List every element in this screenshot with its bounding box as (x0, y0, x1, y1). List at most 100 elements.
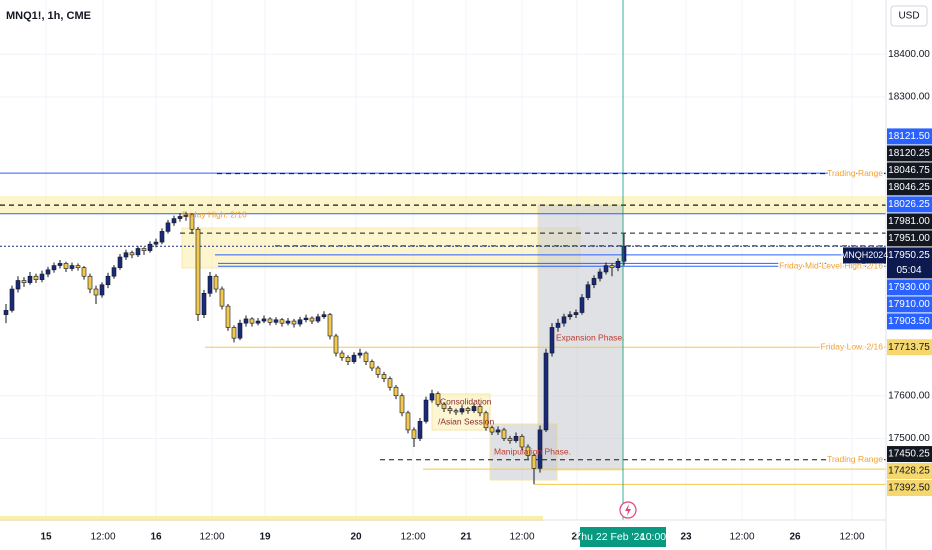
candle-body (135, 248, 141, 256)
candle-body (561, 316, 567, 324)
candles (3, 212, 627, 485)
candle-body (369, 361, 375, 369)
currency: USD (898, 11, 919, 22)
candle-body (603, 265, 609, 273)
candle-body (387, 378, 393, 388)
cursor-date: Thu 22 Feb '24 (575, 531, 645, 543)
candle-body (459, 408, 465, 413)
candle-body (153, 241, 159, 245)
candle-body (117, 256, 123, 268)
candle-body (543, 352, 549, 431)
candle-body (99, 284, 105, 296)
price-badge-label: 18026.25 (888, 199, 930, 210)
manipulation-zone (489, 423, 558, 481)
x-tick-label: 20 (350, 532, 362, 543)
candle-body (375, 367, 381, 375)
candle-body (15, 280, 21, 290)
candle-body (303, 317, 309, 321)
candle-body (27, 275, 33, 283)
x-tick-label: 12:00 (729, 532, 754, 543)
annotation: /Asian Session (438, 416, 494, 426)
candle-body (309, 317, 315, 322)
cursor-time: 10:00 (640, 531, 666, 543)
level-note: Trading Range (827, 454, 883, 464)
candle-body (267, 318, 273, 323)
candle-body (129, 252, 135, 256)
annotation: Consolidation (440, 396, 492, 406)
price-badge (887, 196, 932, 213)
candle-body (225, 305, 231, 328)
candle-body (531, 455, 537, 469)
price-badge-label: 18046.75 (888, 165, 930, 176)
annotations: Friday High. 2/16 Expansion Phase. Consoli… (182, 209, 625, 456)
price-badge (887, 296, 932, 313)
candle-body (411, 429, 417, 439)
candle-body (381, 374, 387, 379)
candle-body (87, 275, 93, 290)
candle-body (237, 322, 243, 339)
candle-body (471, 406, 477, 412)
countdown: 05:04 (896, 265, 921, 276)
candle-body (495, 429, 501, 433)
symbol-tag (843, 247, 886, 264)
candle-body (285, 320, 291, 324)
candle-body (21, 280, 27, 283)
chart-title: MNQ1!, 1h, CME (6, 10, 91, 22)
price-badge-label: 17713.75 (888, 342, 930, 353)
candle-body (297, 319, 303, 325)
price-badge-label: 17950.25 (888, 250, 930, 261)
candle-body (621, 245, 627, 262)
candle-body (591, 278, 597, 286)
candle-body (9, 288, 15, 311)
candle-body (57, 263, 63, 266)
price-badge (887, 463, 932, 480)
candle-body (69, 265, 75, 269)
candle-body (147, 243, 153, 251)
candle-body (261, 318, 267, 322)
candle-body (33, 275, 39, 280)
candle-body (159, 231, 165, 243)
candle-body (213, 275, 219, 290)
candle-body (609, 265, 615, 268)
price-badge-label: 17428.25 (888, 466, 930, 477)
candle-body (75, 265, 81, 268)
candle-body (81, 267, 87, 277)
candle-body (465, 408, 471, 412)
candle-body (435, 393, 441, 405)
candle-body (537, 429, 543, 469)
candle-body (177, 216, 183, 219)
candle-body (399, 395, 405, 414)
candle-body (171, 218, 177, 224)
candle-body (345, 357, 351, 362)
candle-body (363, 352, 369, 362)
price-badge-label: 18046.25 (888, 182, 930, 193)
annotation: Manipulation Phase. (494, 446, 571, 456)
candle-body (141, 248, 147, 251)
price-badge-label: 18121.50 (888, 131, 930, 142)
candle-body (579, 297, 585, 313)
level-note: Friday Low. 2/16 (821, 341, 884, 351)
x-tick-label: 16 (150, 532, 162, 543)
price-badge (887, 179, 932, 196)
candle-body (165, 222, 171, 232)
y-tick-label: 18300.00 (888, 92, 930, 103)
candle-body (447, 408, 453, 412)
x-tick-label: 26 (789, 532, 801, 543)
price-badge (887, 230, 932, 247)
axis: 18400.00 18300.00 17600.00 17500.00 15 12:00 1… (40, 49, 932, 543)
candle-body (45, 269, 51, 275)
symbol-tag-label: MNQH2024 (841, 250, 889, 260)
price-badge (887, 162, 932, 179)
candle-body (333, 335, 339, 354)
price-badge-label: 17951.00 (888, 233, 930, 244)
price-badge (887, 279, 932, 296)
x-tick-label: 21 (460, 532, 472, 543)
candle-body (429, 393, 435, 401)
currency-box[interactable] (890, 5, 928, 27)
candle-body (513, 436, 519, 441)
candle-body (39, 273, 45, 280)
x-tick-label: 15 (40, 532, 52, 543)
y-tick-label: 17500.00 (888, 433, 930, 444)
candle-body (519, 436, 525, 448)
